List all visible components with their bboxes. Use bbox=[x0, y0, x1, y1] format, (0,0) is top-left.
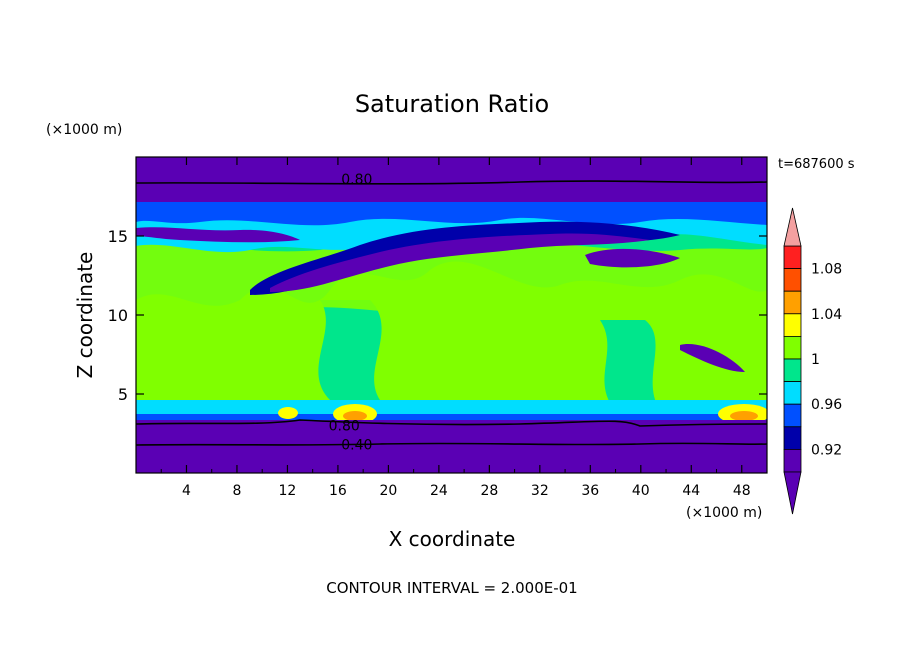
x-tick-label: 12 bbox=[279, 483, 297, 499]
colorbar: 0.92 0.96 1 1.04 1.08 bbox=[783, 207, 842, 515]
y-tick-label: 15 bbox=[108, 227, 128, 246]
field-upper-blue bbox=[136, 197, 767, 226]
field-top-purple bbox=[136, 157, 767, 202]
x-tick-label: 48 bbox=[733, 483, 751, 499]
x-tick-label: 16 bbox=[329, 483, 347, 499]
chart-title: Saturation Ratio bbox=[355, 90, 549, 118]
y-unit-label: (×1000 m) bbox=[46, 122, 122, 138]
field-green-plume bbox=[318, 300, 382, 400]
colorbar-level-label: 1.08 bbox=[811, 262, 842, 278]
colorbar-top-arrow bbox=[783, 207, 802, 247]
colorbar-band bbox=[783, 335, 802, 360]
colorbar-level-label: 1 bbox=[811, 352, 820, 368]
x-tick-label: 40 bbox=[632, 483, 650, 499]
y-axis: 5 10 15 bbox=[108, 227, 767, 404]
colorbar-bottom-arrow bbox=[783, 471, 802, 515]
x-unit-label: (×1000 m) bbox=[686, 505, 762, 521]
contour-label: 0.80 bbox=[329, 419, 360, 435]
contour-interval-label: CONTOUR INTERVAL = 2.000E-01 bbox=[326, 579, 577, 597]
field-dry-left bbox=[136, 227, 300, 243]
x-axis: 4 8 12 16 20 24 28 32 36 40 44 48 bbox=[160, 157, 751, 499]
field-dry-lower-right bbox=[680, 344, 745, 372]
colorbar-level-label: 1.04 bbox=[811, 307, 842, 323]
contour-label: 0.80 bbox=[341, 172, 372, 188]
field-supersat-2-core bbox=[730, 411, 758, 421]
field-green-plume-2 bbox=[600, 320, 660, 410]
time-label: t=687600 s bbox=[778, 157, 855, 172]
x-tick-label: 28 bbox=[480, 483, 498, 499]
y-tick-label: 10 bbox=[108, 306, 128, 325]
contour-line-040 bbox=[136, 442, 767, 446]
colorbar-level-label: 0.92 bbox=[811, 442, 842, 458]
colorbar-band bbox=[783, 268, 802, 292]
colorbar-band bbox=[783, 448, 802, 473]
field-bottom-purple bbox=[136, 420, 767, 473]
contour-field bbox=[136, 157, 767, 473]
colorbar-band bbox=[783, 313, 802, 337]
colorbar-band bbox=[783, 403, 802, 428]
colorbar-band bbox=[783, 358, 802, 383]
contour-line-top-080 bbox=[136, 180, 767, 185]
colorbar-band bbox=[783, 245, 802, 270]
contour-labels: 0.80 0.80 0.40 bbox=[329, 172, 373, 453]
colorbar-band bbox=[783, 426, 802, 450]
x-tick-label: 44 bbox=[682, 483, 700, 499]
x-tick-label: 36 bbox=[581, 483, 599, 499]
x-tick-label: 4 bbox=[182, 483, 191, 499]
field-dry-right bbox=[585, 248, 680, 268]
y-axis-label: Z coordinate bbox=[73, 252, 97, 379]
x-tick-label: 8 bbox=[232, 483, 241, 499]
x-axis-label: X coordinate bbox=[389, 527, 516, 551]
field-supersat-3 bbox=[278, 407, 298, 419]
x-tick-label: 32 bbox=[531, 483, 549, 499]
contour-line-low-080 bbox=[136, 419, 767, 427]
contour-label: 0.40 bbox=[341, 438, 372, 454]
colorbar-band bbox=[783, 290, 802, 315]
y-tick-label: 5 bbox=[118, 385, 128, 404]
colorbar-band bbox=[783, 381, 802, 405]
x-tick-label: 24 bbox=[430, 483, 448, 499]
x-tick-label: 20 bbox=[379, 483, 397, 499]
colorbar-level-label: 0.96 bbox=[811, 397, 842, 413]
field-dry-tongue-inner bbox=[270, 233, 650, 292]
field-supersat-1-core bbox=[343, 411, 367, 421]
field-low-blue bbox=[136, 414, 767, 422]
